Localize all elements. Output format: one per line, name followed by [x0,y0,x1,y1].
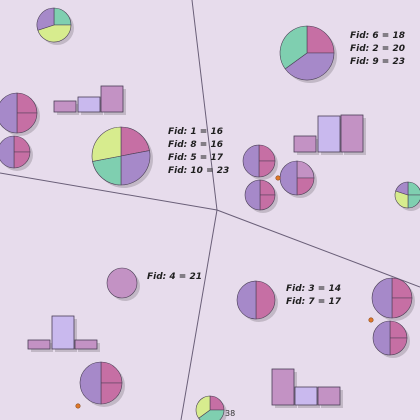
fid-label: Fid: 5 = 17 [168,153,224,163]
pie-slice [92,155,122,186]
pie-slice [255,280,276,320]
pie-slice [236,280,257,320]
pie-slice [242,144,260,178]
bar-symbol [271,368,343,408]
border-west [0,172,218,211]
pie-slice [391,297,413,319]
pie-slice [106,267,138,299]
fid-label: Fid: 1 = 16 [168,127,223,137]
fid-label: Fid: 9 = 23 [350,57,405,67]
pie-symbol [91,126,153,188]
pie-symbol [0,135,33,171]
fid-label: Fid: 7 = 17 [286,297,342,307]
fid-label: Fid: 2 = 20 [350,44,405,54]
pie-slice [371,277,393,319]
pie-slice [395,181,409,196]
point-marker [368,317,374,323]
fid-label: Fid: 8 = 16 [168,140,223,150]
bar [74,339,98,350]
bar-chart-layer [27,85,366,408]
label-group-north-west: Fid: 1 = 16 Fid: 8 = 16 Fid: 5 = 17 Fid:… [168,127,229,176]
pie-chart-layer [0,7,420,420]
point-markers [75,175,374,409]
pie-slice [16,92,38,114]
bar [317,115,341,153]
label-group-south-west: Fid: 4 = 21 [147,272,202,282]
bar-symbol [53,85,126,115]
pie-symbol [242,144,278,180]
pie-slice [0,135,15,169]
pie-slice [394,190,409,209]
bar [51,315,75,350]
border-east [216,209,420,288]
pie-slice [244,179,261,211]
fid-label: Fid: 10 = 23 [168,166,229,176]
pie-symbol [279,160,317,198]
fid-label: Fid: 6 = 18 [350,31,405,41]
pie-slice [120,150,151,186]
pie-slice [195,395,211,419]
pie-slice [372,320,391,356]
border-south [180,209,218,420]
pie-slice [100,361,123,384]
pie-symbol [236,280,278,322]
fid-label: Fid: 4 = 21 [147,272,202,282]
pie-slice [0,92,18,134]
bar [27,339,51,350]
pie-symbol [372,320,410,358]
label-group-north-east: Fid: 6 = 18 Fid: 2 = 20 Fid: 9 = 23 [350,31,405,67]
pie-slice [284,52,335,81]
pie-slice [36,7,55,31]
pie-symbol [36,7,74,45]
bar [53,100,77,113]
pie-slice [279,25,308,70]
bar [340,114,364,153]
label-group-south-east: Fid: 3 = 14 Fid: 7 = 17 [286,284,342,307]
pie-symbol [0,92,40,136]
bar [293,135,317,153]
pie-slice [120,126,150,157]
pie-symbol [279,25,337,83]
pie-slice [100,382,123,405]
pie-symbol [195,395,227,420]
pie-slice [391,277,413,299]
bar [77,96,101,113]
pie-slice [37,24,72,43]
pie-symbol [244,179,278,213]
bar [271,368,295,406]
pie-slice [16,112,38,134]
pie-symbol [394,181,420,211]
border-north [191,0,218,211]
bar-symbol [27,315,100,352]
point-marker [275,175,281,181]
point-marker [75,403,81,409]
pie-slice [306,25,335,54]
bar-symbol [293,114,366,155]
bar [317,386,341,406]
fid-label: Fid: 3 = 14 [286,284,341,294]
pie-slice [91,126,122,162]
pie-slice [79,361,102,405]
page-number: 38 [225,409,235,418]
bar [294,386,318,406]
pie-symbol [79,361,125,407]
pie-symbol [106,267,140,301]
bar [100,85,124,113]
pie-symbol [371,277,415,321]
